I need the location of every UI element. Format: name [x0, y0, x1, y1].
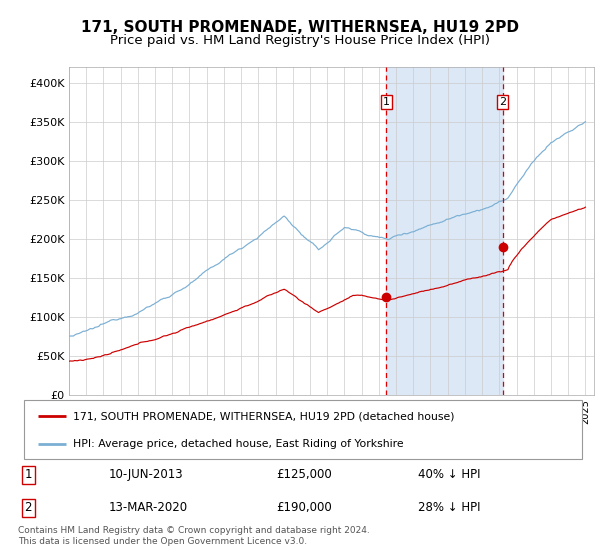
Bar	[386, 67, 503, 395]
Text: HPI: Average price, detached house, East Riding of Yorkshire: HPI: Average price, detached house, East…	[73, 439, 404, 449]
FancyBboxPatch shape	[24, 400, 582, 459]
Text: £125,000: £125,000	[277, 468, 332, 481]
Text: 13-MAR-2020: 13-MAR-2020	[109, 501, 188, 515]
Text: 1: 1	[383, 97, 390, 108]
Text: £190,000: £190,000	[277, 501, 332, 515]
Text: 40% ↓ HPI: 40% ↓ HPI	[418, 468, 480, 481]
Text: 10-JUN-2013: 10-JUN-2013	[109, 468, 184, 481]
Text: 2: 2	[499, 97, 506, 108]
Text: 28% ↓ HPI: 28% ↓ HPI	[418, 501, 480, 515]
Text: 171, SOUTH PROMENADE, WITHERNSEA, HU19 2PD (detached house): 171, SOUTH PROMENADE, WITHERNSEA, HU19 2…	[73, 411, 455, 421]
Text: Price paid vs. HM Land Registry's House Price Index (HPI): Price paid vs. HM Land Registry's House …	[110, 34, 490, 46]
Text: 1: 1	[25, 468, 32, 481]
Text: 171, SOUTH PROMENADE, WITHERNSEA, HU19 2PD: 171, SOUTH PROMENADE, WITHERNSEA, HU19 2…	[81, 20, 519, 35]
Text: Contains HM Land Registry data © Crown copyright and database right 2024.
This d: Contains HM Land Registry data © Crown c…	[18, 526, 370, 546]
Text: 2: 2	[25, 501, 32, 515]
